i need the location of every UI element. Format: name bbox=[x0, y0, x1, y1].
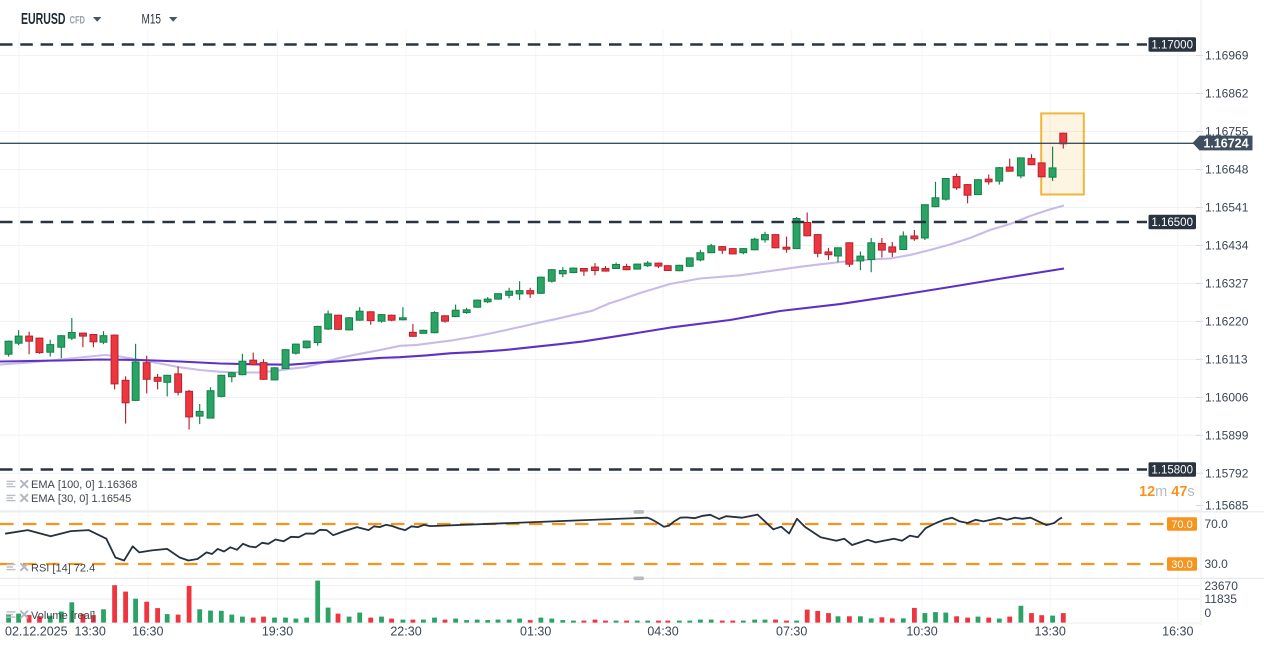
svg-text:1.16541: 1.16541 bbox=[1205, 201, 1249, 215]
svg-text:70.0: 70.0 bbox=[1205, 517, 1229, 531]
svg-text:12m 47s: 12m 47s bbox=[1139, 484, 1195, 500]
svg-text:13:30: 13:30 bbox=[1035, 625, 1066, 639]
svg-text:11835: 11835 bbox=[1205, 592, 1238, 606]
svg-text:1.16969: 1.16969 bbox=[1205, 49, 1249, 63]
svg-text:1.17000: 1.17000 bbox=[1151, 40, 1193, 52]
svg-text:1.16220: 1.16220 bbox=[1205, 314, 1249, 328]
svg-text:70.0: 70.0 bbox=[1171, 519, 1192, 531]
svg-text:1.16724: 1.16724 bbox=[1203, 137, 1248, 151]
svg-text:1.16648: 1.16648 bbox=[1205, 163, 1249, 177]
svg-text:07:30: 07:30 bbox=[776, 625, 807, 639]
svg-text:0: 0 bbox=[1205, 606, 1212, 620]
svg-text:30.0: 30.0 bbox=[1171, 559, 1192, 571]
svg-text:1.16755: 1.16755 bbox=[1205, 125, 1249, 139]
svg-text:CFD: CFD bbox=[70, 14, 86, 26]
svg-text:1.16500: 1.16500 bbox=[1151, 217, 1193, 229]
svg-text:1.16327: 1.16327 bbox=[1205, 276, 1249, 290]
svg-text:30.0: 30.0 bbox=[1205, 557, 1229, 571]
svg-text:19:30: 19:30 bbox=[262, 625, 293, 639]
svg-text:RSI [14] 72.4: RSI [14] 72.4 bbox=[31, 563, 95, 575]
svg-text:EMA [30, 0] 1.16545: EMA [30, 0] 1.16545 bbox=[31, 493, 131, 505]
svg-text:1.16006: 1.16006 bbox=[1205, 390, 1249, 404]
svg-text:01:30: 01:30 bbox=[520, 625, 551, 639]
svg-text:1.16862: 1.16862 bbox=[1205, 87, 1249, 101]
svg-text:10:30: 10:30 bbox=[906, 625, 937, 639]
svg-text:1.15800: 1.15800 bbox=[1151, 465, 1193, 477]
svg-text:Volume [real]: Volume [real] bbox=[31, 610, 95, 622]
svg-text:22:30: 22:30 bbox=[390, 625, 421, 639]
svg-text:EMA [100, 0] 1.16368: EMA [100, 0] 1.16368 bbox=[31, 479, 137, 491]
svg-text:23670: 23670 bbox=[1205, 579, 1239, 593]
svg-text:1.15899: 1.15899 bbox=[1205, 428, 1249, 442]
svg-text:1.16113: 1.16113 bbox=[1205, 352, 1248, 366]
svg-text:1.15685: 1.15685 bbox=[1205, 499, 1249, 513]
svg-text:02.12.2025 13:30: 02.12.2025 13:30 bbox=[5, 625, 106, 639]
svg-text:1.15792: 1.15792 bbox=[1205, 466, 1249, 480]
svg-text:16:30: 16:30 bbox=[1162, 625, 1193, 639]
svg-text:M15: M15 bbox=[142, 11, 162, 27]
svg-text:EURUSD: EURUSD bbox=[21, 11, 66, 28]
svg-text:16:30: 16:30 bbox=[132, 625, 163, 639]
svg-text:04:30: 04:30 bbox=[647, 625, 678, 639]
svg-text:1.16434: 1.16434 bbox=[1205, 238, 1249, 252]
